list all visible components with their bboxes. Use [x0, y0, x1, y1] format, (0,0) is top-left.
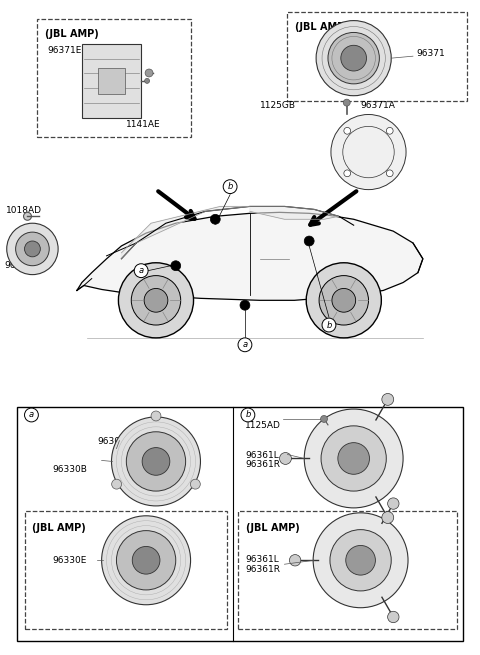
Circle shape	[112, 479, 121, 489]
Text: 96361R: 96361R	[245, 565, 280, 574]
Circle shape	[131, 276, 180, 325]
Circle shape	[321, 415, 327, 422]
Circle shape	[388, 611, 399, 623]
Bar	[17, 407, 463, 641]
Text: b: b	[245, 411, 251, 419]
Polygon shape	[121, 206, 250, 259]
Circle shape	[132, 546, 160, 574]
Text: 96330E: 96330E	[52, 556, 86, 565]
Circle shape	[142, 447, 170, 476]
Text: 96301: 96301	[97, 437, 126, 445]
Text: 96361L: 96361L	[245, 451, 279, 460]
Circle shape	[341, 45, 367, 71]
Circle shape	[343, 99, 350, 106]
Bar	[288, 12, 468, 101]
Circle shape	[24, 408, 38, 422]
Circle shape	[321, 426, 386, 491]
Bar	[238, 511, 457, 629]
Text: a: a	[139, 266, 144, 275]
Circle shape	[306, 263, 381, 338]
Circle shape	[126, 432, 186, 491]
Text: 96361L: 96361L	[245, 555, 279, 564]
Circle shape	[191, 479, 200, 489]
Text: b: b	[326, 320, 332, 329]
Text: (JBL AMP): (JBL AMP)	[295, 22, 349, 31]
Circle shape	[313, 513, 408, 608]
Text: 96361R: 96361R	[245, 460, 280, 470]
Circle shape	[145, 69, 153, 77]
Circle shape	[332, 288, 356, 312]
Circle shape	[279, 453, 291, 464]
Bar	[98, 68, 125, 94]
Circle shape	[289, 555, 301, 566]
Circle shape	[151, 411, 161, 421]
Circle shape	[386, 170, 393, 177]
Text: 1125AD: 1125AD	[245, 421, 281, 430]
Circle shape	[24, 212, 32, 220]
Text: 96371: 96371	[416, 49, 444, 58]
Circle shape	[102, 515, 191, 605]
Circle shape	[328, 33, 379, 84]
Text: (JBL AMP): (JBL AMP)	[45, 29, 99, 39]
Circle shape	[111, 417, 201, 506]
Circle shape	[304, 409, 403, 508]
Circle shape	[117, 531, 176, 590]
Circle shape	[223, 179, 237, 194]
Circle shape	[386, 128, 393, 134]
Circle shape	[330, 530, 391, 591]
Circle shape	[344, 170, 350, 177]
Circle shape	[382, 394, 394, 405]
Circle shape	[238, 338, 252, 352]
Circle shape	[322, 318, 336, 332]
Circle shape	[344, 128, 350, 134]
Circle shape	[144, 79, 150, 83]
Circle shape	[16, 232, 49, 266]
Polygon shape	[250, 206, 339, 219]
Polygon shape	[77, 212, 423, 301]
Text: 1141AE: 1141AE	[126, 121, 161, 129]
Circle shape	[331, 115, 406, 189]
Circle shape	[24, 241, 40, 257]
Text: 96371E: 96371E	[47, 47, 82, 55]
Circle shape	[388, 498, 399, 510]
Circle shape	[171, 261, 180, 271]
Text: b: b	[228, 182, 233, 191]
Circle shape	[382, 512, 394, 523]
Bar	[24, 511, 227, 629]
Circle shape	[338, 443, 370, 474]
Circle shape	[134, 264, 148, 278]
Circle shape	[240, 301, 250, 310]
Text: a: a	[242, 341, 248, 349]
Text: 1125GB: 1125GB	[260, 101, 296, 110]
Circle shape	[316, 20, 391, 96]
Text: 1018AD: 1018AD	[6, 206, 42, 215]
Text: (JBL AMP): (JBL AMP)	[246, 523, 300, 533]
Text: 96330B: 96330B	[52, 466, 87, 474]
Circle shape	[241, 408, 255, 422]
Text: 96320T: 96320T	[5, 261, 39, 270]
Circle shape	[7, 223, 58, 274]
Text: (JBL AMP): (JBL AMP)	[33, 523, 86, 533]
Text: 96371A: 96371A	[360, 101, 396, 110]
Bar	[37, 18, 191, 138]
Circle shape	[346, 546, 375, 575]
Circle shape	[119, 263, 193, 338]
Circle shape	[210, 214, 220, 224]
Circle shape	[144, 288, 168, 312]
Text: a: a	[29, 411, 34, 419]
Bar	[82, 44, 141, 118]
Circle shape	[304, 236, 314, 246]
Circle shape	[319, 276, 369, 325]
